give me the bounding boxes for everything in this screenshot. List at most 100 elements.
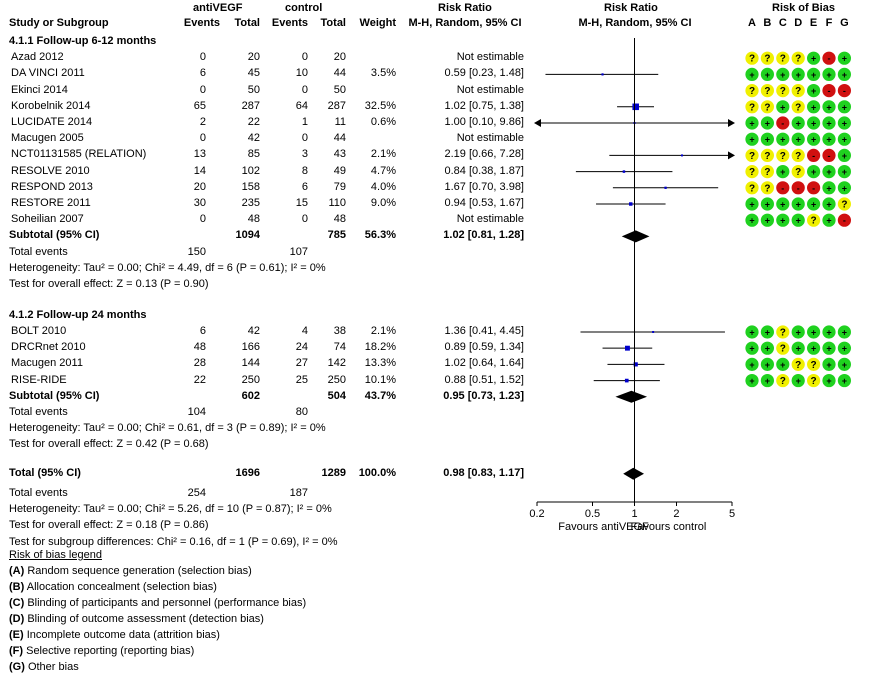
bias-symbol: -: [828, 151, 831, 161]
legend-title: Risk of bias legend: [9, 549, 102, 561]
bias-circle: [760, 165, 775, 179]
total-antivegf: 287: [241, 99, 260, 112]
effect-square: [664, 186, 667, 189]
bias-symbol: +: [811, 119, 816, 129]
legend-item-text: Selective reporting (reporting bias): [23, 645, 195, 657]
events-antivegf: 6: [199, 324, 206, 337]
bias-circle: [822, 84, 836, 98]
bias-symbol: +: [811, 102, 816, 112]
bias-symbol: -: [828, 86, 831, 96]
bias-symbol: +: [826, 360, 831, 370]
bias-circle: [791, 357, 805, 371]
subtotal-label: Subtotal (95% CI): [9, 389, 100, 402]
bias-circle: [807, 197, 821, 211]
risk-ratio-ci: 2.19 [0.66, 7.28]: [444, 148, 524, 161]
bias-symbol: +: [842, 135, 847, 145]
bias-symbol: +: [826, 344, 831, 354]
risk-ratio-ci: 0.89 [0.59, 1.34]: [444, 341, 524, 354]
bias-circle: [760, 341, 775, 355]
bias-symbol: +: [796, 70, 801, 80]
legend-item-text: Incomplete outcome data (attrition bias): [23, 629, 220, 641]
subgroup-title: 4.1.1 Follow-up 6-12 months: [9, 35, 157, 47]
x-tick-label: 0.5: [585, 508, 600, 520]
grand-total-events-antivegf: 254: [187, 486, 206, 499]
total-antivegf: 42: [247, 132, 260, 145]
header-weight: Weight: [359, 17, 396, 29]
bias-circle: [745, 51, 759, 65]
bias-symbol: +: [780, 70, 785, 80]
bias-circle: [807, 357, 821, 371]
events-control: 8: [301, 164, 308, 177]
bias-circle: [791, 67, 805, 81]
bias-letter-d: D: [794, 17, 803, 29]
bias-circle: [837, 357, 852, 371]
bias-symbol: +: [842, 54, 847, 64]
events-control: 10: [295, 67, 308, 80]
bias-circle: [791, 373, 805, 388]
legend-item: (E) Incomplete outcome data (attrition b…: [9, 629, 220, 642]
bias-circle: [745, 148, 759, 162]
weight: 2.1%: [370, 148, 396, 161]
subgroup-title: 4.1.2 Follow-up 24 months: [9, 308, 147, 321]
risk-ratio-ci: 0.84 [0.38, 1.87]: [444, 164, 524, 177]
bias-circle: [807, 325, 821, 339]
bias-symbol: -: [812, 151, 815, 161]
total-label: Total (95% CI): [9, 466, 81, 479]
weight: 3.5%: [370, 67, 396, 80]
events-control: 0: [301, 132, 308, 145]
bias-symbol: +: [842, 360, 847, 370]
bias-circle: [776, 197, 790, 211]
bias-letter-g: G: [840, 17, 849, 29]
subtotal-ci: 1.02 [0.81, 1.28]: [443, 229, 524, 242]
total-antivegf: 144: [241, 357, 260, 370]
events-control: 0: [301, 213, 308, 226]
bias-symbol: ?: [780, 86, 786, 97]
bias-circle: [776, 165, 790, 179]
subtotal-weight: 56.3%: [364, 229, 396, 242]
bias-circle: [837, 132, 852, 146]
bias-circle: [760, 357, 775, 371]
bias-circle: [837, 341, 852, 355]
total-weight: 100.0%: [358, 466, 396, 479]
total-antivegf: 45: [247, 67, 260, 80]
bias-circle: [837, 51, 852, 65]
ci-arrow-right: [728, 119, 735, 127]
total-antivegf: 20: [247, 51, 260, 64]
bias-circle: [776, 325, 790, 339]
total-control: 1289: [321, 466, 346, 479]
bias-circle: [822, 51, 836, 65]
bias-symbol: ?: [795, 151, 801, 162]
bias-symbol: -: [781, 183, 784, 193]
bias-circle: [776, 132, 790, 146]
bias-circle: [776, 373, 790, 388]
bias-circle: [760, 116, 775, 130]
legend-item-text: Allocation concealment (selection bias): [24, 581, 217, 593]
bias-symbol: -: [781, 119, 784, 129]
events-antivegf: 6: [199, 67, 206, 80]
legend-item-letter: (C): [9, 597, 25, 609]
study-name: Macugen 2005: [11, 132, 84, 145]
events-antivegf: 28: [193, 357, 206, 370]
bias-circle: [837, 165, 852, 179]
bias-circle: [745, 373, 759, 388]
risk-ratio-ci: 1.02 [0.75, 1.38]: [444, 99, 524, 112]
events-control: 27: [295, 357, 308, 370]
bias-symbol: ?: [795, 360, 801, 371]
pooled-diamond: [621, 230, 650, 243]
bias-symbol: +: [826, 135, 831, 145]
bias-symbol: +: [780, 360, 785, 370]
bias-circle: [760, 148, 775, 162]
events-control: 4: [301, 324, 308, 337]
weight: 32.5%: [364, 99, 396, 112]
total-antivegf: 235: [241, 197, 260, 209]
bias-symbol: +: [796, 327, 801, 337]
events-control: 3: [301, 148, 308, 161]
bias-symbol: +: [842, 151, 847, 161]
bias-circle: [807, 165, 821, 179]
bias-symbol: +: [780, 167, 785, 177]
bias-circle: [745, 84, 759, 98]
bias-symbol: +: [749, 119, 754, 129]
bias-circle: [807, 341, 821, 355]
bias-symbol: -: [812, 183, 815, 193]
